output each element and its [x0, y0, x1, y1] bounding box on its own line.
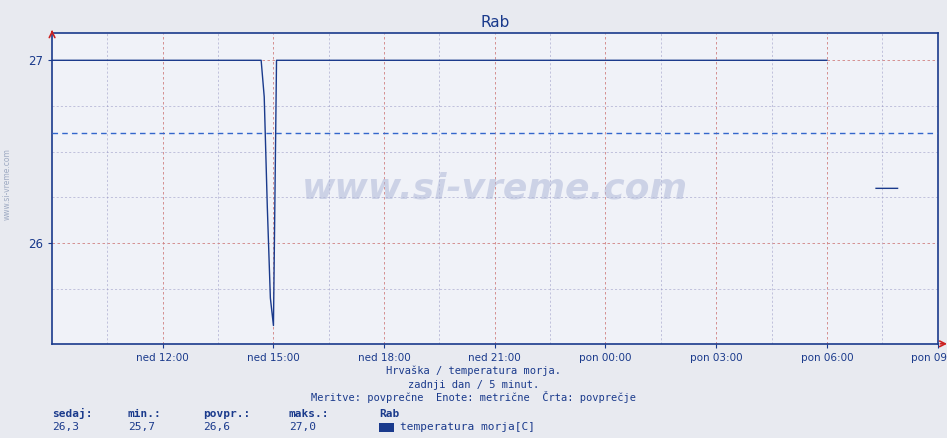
Text: 26,3: 26,3: [52, 422, 80, 432]
Text: 25,7: 25,7: [128, 422, 155, 432]
Text: 27,0: 27,0: [289, 422, 316, 432]
Text: povpr.:: povpr.:: [204, 409, 251, 419]
Text: sedaj:: sedaj:: [52, 408, 93, 419]
Text: 26,6: 26,6: [204, 422, 231, 432]
Text: www.si-vreme.com: www.si-vreme.com: [302, 171, 688, 205]
Text: maks.:: maks.:: [289, 409, 330, 419]
Text: min.:: min.:: [128, 409, 162, 419]
Text: Meritve: povprečne  Enote: metrične  Črta: povprečje: Meritve: povprečne Enote: metrične Črta:…: [311, 391, 636, 403]
Text: Rab: Rab: [379, 409, 399, 419]
Text: Hrvaška / temperatura morja.: Hrvaška / temperatura morja.: [386, 366, 561, 377]
Text: www.si-vreme.com: www.si-vreme.com: [3, 148, 12, 220]
Title: Rab: Rab: [480, 15, 509, 30]
Text: temperatura morja[C]: temperatura morja[C]: [400, 422, 535, 432]
Text: zadnji dan / 5 minut.: zadnji dan / 5 minut.: [408, 380, 539, 390]
